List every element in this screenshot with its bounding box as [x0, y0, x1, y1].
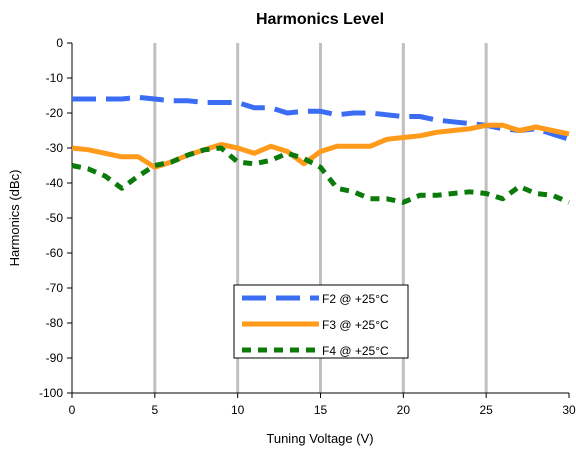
legend-label: F2 @ +25°C [322, 292, 389, 306]
y-axis-label: Harmonics (dBc) [7, 170, 22, 267]
y-tick-label: -40 [46, 176, 64, 190]
x-tick-label: 20 [397, 403, 411, 417]
y-tick-label: -10 [46, 71, 64, 85]
axis-ticks: 0 5 10 15 20 25 30 0 -10 -20 -30 -40 -50 -60 -70 -80 -90… [39, 36, 576, 417]
legend: F2 @ +25°C F3 @ +25°C F4 @ +25°C [233, 284, 409, 359]
series-lines [71, 94, 570, 205]
y-tick-label: -60 [46, 246, 64, 260]
x-tick-label: 5 [151, 403, 158, 417]
y-tick-label: -20 [46, 106, 64, 120]
legend-label: F3 @ +25°C [322, 318, 389, 332]
x-tick-label: 15 [314, 403, 328, 417]
y-tick-label: 0 [56, 36, 63, 50]
y-tick-label: -80 [46, 316, 64, 330]
x-axis-label: Tuning Voltage (V) [266, 431, 373, 446]
x-tick-label: 25 [479, 403, 493, 417]
series-line-3 [71, 122, 570, 170]
y-tick-label: -100 [39, 386, 63, 400]
x-tick-label: 30 [562, 403, 576, 417]
y-tick-label: -50 [46, 211, 64, 225]
legend-label: F4 @ +25°C [322, 344, 389, 358]
series-line-4 [71, 145, 570, 205]
y-tick-label: -90 [46, 351, 64, 365]
chart-title: Harmonics Level [256, 11, 384, 28]
x-tick-label: 0 [69, 403, 76, 417]
y-tick-label: -70 [46, 281, 64, 295]
x-tick-label: 10 [231, 403, 245, 417]
y-tick-label: -30 [46, 141, 64, 155]
